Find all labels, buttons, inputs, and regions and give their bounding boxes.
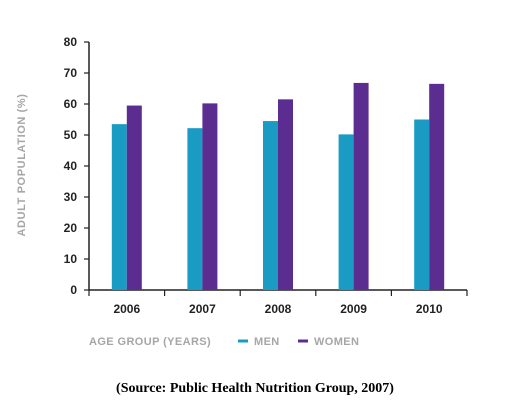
y-tick-label: 40 — [64, 159, 78, 173]
bar-women-2007 — [202, 103, 218, 290]
y-tick-label: 20 — [64, 221, 78, 235]
y-axis-title: ADULT POPULATION (%) — [16, 94, 28, 237]
y-tick-label: 80 — [64, 35, 78, 49]
legend-label-women: WOMEN — [314, 336, 359, 348]
bar-women-2008 — [278, 99, 293, 290]
source-note: (Source: Public Health Nutrition Group, … — [116, 381, 394, 396]
y-tick-label: 70 — [64, 66, 78, 80]
bar-men-2010 — [414, 119, 430, 290]
bar-men-2007 — [187, 128, 203, 290]
y-axis: 0 10 20 30 40 50 60 70 80 — [64, 35, 90, 297]
x-tick-label: 2009 — [340, 302, 367, 316]
bar-women-2010 — [429, 83, 445, 290]
bar-women-2009 — [353, 82, 369, 290]
bars — [111, 82, 445, 291]
y-tick-label: 10 — [64, 252, 78, 266]
y-tick-label: 60 — [64, 97, 78, 111]
bar-men-2009 — [338, 134, 354, 290]
legend-title: AGE GROUP (YEARS) — [89, 336, 211, 348]
x-tick-label: 2007 — [189, 302, 216, 316]
x-tick-label: 2008 — [265, 302, 292, 316]
x-tick-label: 2006 — [113, 302, 140, 316]
y-tick-label: 30 — [64, 190, 78, 204]
legend-label-men: MEN — [254, 336, 280, 348]
bar-women-2006 — [126, 105, 142, 290]
x-tick-label: 2010 — [416, 302, 443, 316]
y-tick-label: 0 — [70, 283, 77, 297]
y-tick-label: 50 — [64, 128, 78, 142]
x-axis: 2006 2007 2008 2009 2010 — [88, 289, 468, 316]
bar-men-2008 — [263, 121, 278, 290]
legend: AGE GROUP (YEARS) MEN WOMEN — [89, 336, 359, 348]
bar-men-2006 — [111, 124, 127, 291]
